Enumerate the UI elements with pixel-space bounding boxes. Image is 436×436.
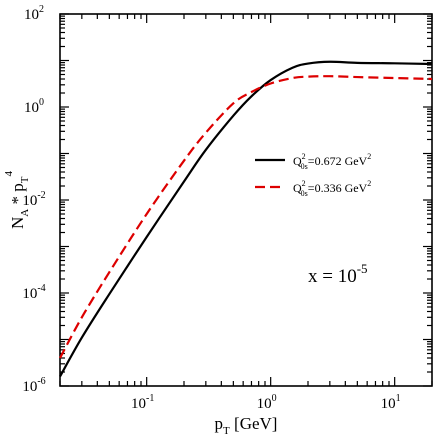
legend-unit-sup: 2 bbox=[367, 152, 371, 161]
x-tick-label-base: 10 bbox=[257, 396, 272, 412]
x-axis-label-unit: [GeV] bbox=[230, 414, 278, 433]
y-tick-label-exp: -4 bbox=[37, 283, 45, 294]
legend-q-sup: 2 bbox=[302, 152, 306, 161]
y-tick-label-exp: 0 bbox=[39, 97, 44, 108]
y-axis-label-a: A bbox=[19, 209, 31, 217]
y-tick-label-base: 10 bbox=[22, 193, 37, 209]
x-axis-label-base: p bbox=[215, 414, 224, 433]
y-axis-label-times-p: * p bbox=[8, 183, 27, 209]
y-tick-label: 100 bbox=[24, 97, 44, 116]
x-tick-label-exp: -1 bbox=[146, 393, 154, 404]
legend-q: Q bbox=[293, 181, 302, 195]
legend-q-sup: 2 bbox=[302, 179, 306, 188]
y-tick-label: 10-2 bbox=[22, 190, 45, 209]
y-tick-label-base: 10 bbox=[24, 7, 39, 23]
y-tick-label: 10-4 bbox=[22, 283, 45, 302]
y-tick-label: 10-6 bbox=[22, 376, 45, 395]
series-line-2 bbox=[59, 75, 433, 359]
y-tick-label-exp: -6 bbox=[37, 376, 45, 387]
annotation-base: x = 10 bbox=[308, 266, 357, 287]
legend-q: Q bbox=[293, 154, 302, 168]
x-tick-label-base: 10 bbox=[381, 396, 396, 412]
x-tick-label-exp: 1 bbox=[396, 393, 401, 404]
series-line-1 bbox=[59, 60, 433, 378]
x-tick-label: 101 bbox=[381, 393, 401, 412]
y-tick-label-exp: -2 bbox=[37, 190, 45, 201]
axis-ticks bbox=[59, 13, 433, 387]
y-axis-label-t: T bbox=[19, 176, 31, 183]
y-tick-label-exp: 2 bbox=[39, 4, 44, 15]
legend-value: =0.672 GeV bbox=[308, 154, 368, 168]
legend-q-sub: 0s bbox=[301, 162, 308, 171]
x-tick-label-base: 10 bbox=[131, 396, 146, 412]
y-tick-label: 102 bbox=[24, 4, 44, 23]
y-tick-label-base: 10 bbox=[24, 100, 39, 116]
plot-frame bbox=[59, 13, 433, 387]
legend-unit-sup: 2 bbox=[367, 179, 371, 188]
x-axis-label-sub: T bbox=[223, 425, 230, 436]
annotation-x: x = 10-5 bbox=[308, 261, 368, 287]
legend-value: =0.336 GeV bbox=[308, 181, 368, 195]
legend-q-sub: 0s bbox=[301, 189, 308, 198]
y-axis-label-n: N bbox=[8, 217, 27, 229]
x-axis-label: pT [GeV] bbox=[215, 414, 278, 436]
plot-area bbox=[59, 13, 433, 387]
x-tick-label: 10-1 bbox=[131, 393, 154, 412]
legend-label-2: Q2 0s=0.336 GeV2 bbox=[293, 179, 371, 198]
x-tick-label-exp: 0 bbox=[272, 393, 277, 404]
y-axis-label-exp: 4 bbox=[3, 171, 15, 177]
legend-label-1: Q2 0s=0.672 GeV2 bbox=[293, 152, 371, 171]
chart-text: x = 10-5pT [GeV]NA * pT4 bbox=[3, 171, 368, 436]
x-tick-label: 100 bbox=[257, 393, 277, 412]
annotation-exp: -5 bbox=[357, 261, 368, 276]
y-tick-label-base: 10 bbox=[22, 286, 37, 302]
y-axis-label: NA * pT4 bbox=[3, 171, 31, 229]
series-group bbox=[59, 60, 433, 378]
y-tick-label-base: 10 bbox=[22, 379, 37, 395]
